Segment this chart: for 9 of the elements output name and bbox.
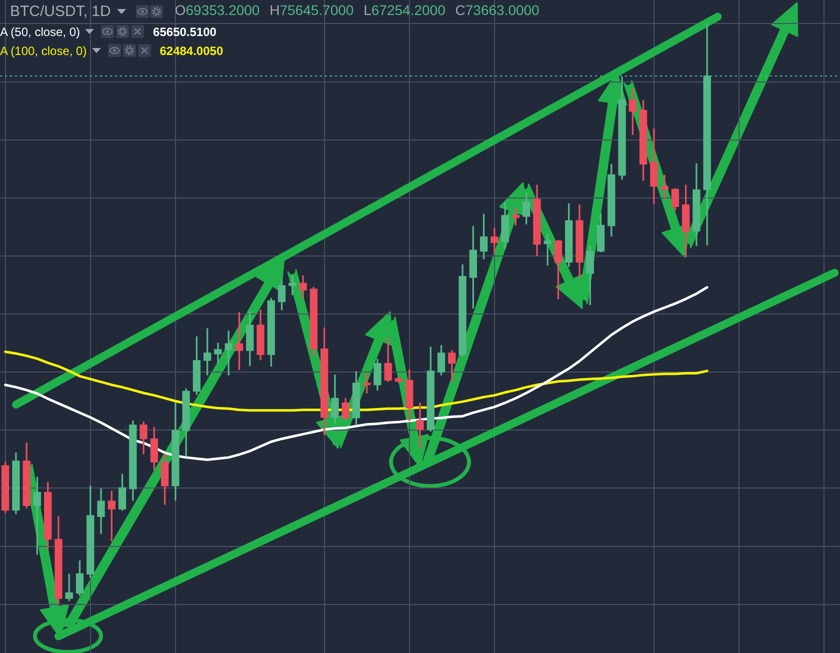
candlestick — [490, 228, 498, 254]
candlestick — [416, 402, 424, 448]
text: O69353.2000 H75645.7000 L67254.2000 C73663.0000 — [174, 2, 540, 18]
candlestick — [660, 174, 668, 199]
annotation: 62484.0050 — [160, 44, 224, 58]
text: A (100, close, 0) — [0, 44, 87, 58]
text: A (50, close, 0) — [0, 24, 80, 38]
annotation: 65650.5100 — [153, 24, 216, 38]
chart-title: BTC/USDT, 1D — [10, 2, 111, 20]
